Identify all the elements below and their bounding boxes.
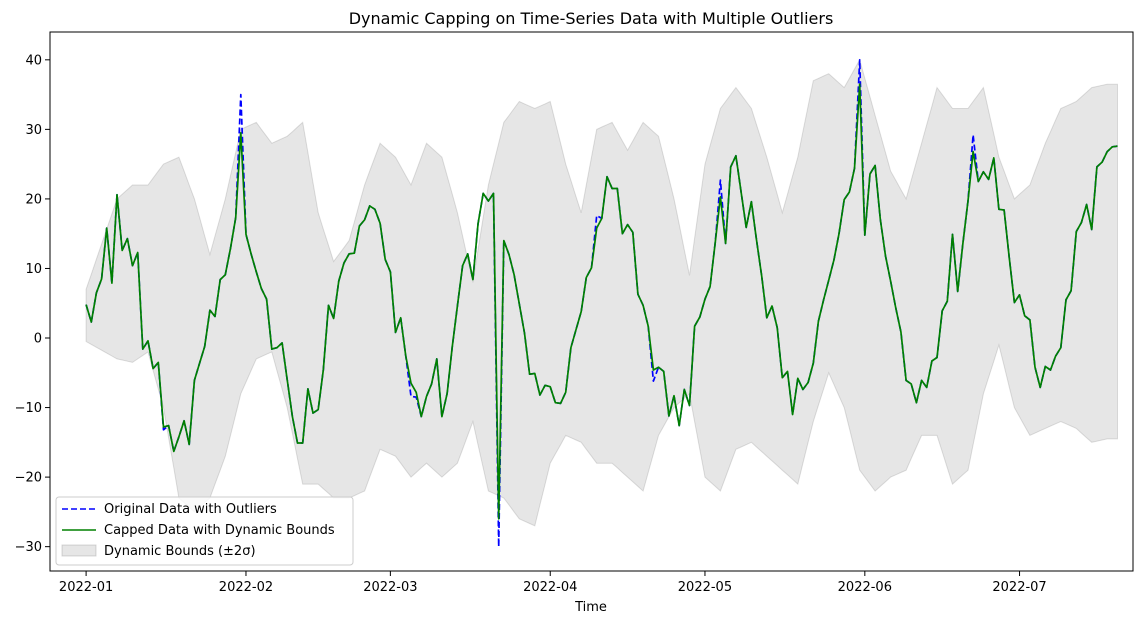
y-tick-label: 40 bbox=[25, 53, 42, 68]
y-tick-label: 10 bbox=[25, 262, 42, 277]
series-layer bbox=[85, 58, 1118, 548]
x-axis-label: Time bbox=[574, 600, 607, 615]
legend-swatch-bounds bbox=[61, 544, 97, 557]
x-tick-label: 2022-06 bbox=[838, 580, 892, 595]
x-tick-label: 2022-07 bbox=[992, 580, 1046, 595]
x-tick-label: 2022-03 bbox=[363, 580, 417, 595]
y-tick-label: 0 bbox=[34, 332, 42, 347]
y-tick-label: −10 bbox=[15, 401, 42, 416]
x-tick-label: 2022-05 bbox=[678, 580, 732, 595]
x-tick-label: 2022-02 bbox=[219, 580, 273, 595]
x-tick-label: 2022-04 bbox=[523, 580, 577, 595]
y-tick-label: 30 bbox=[25, 123, 42, 138]
legend-label-original: Original Data with Outliers bbox=[104, 502, 277, 517]
y-tick-label: 20 bbox=[25, 192, 42, 207]
bounds-layer bbox=[85, 58, 1118, 527]
legend: Original Data with Outliers Capped Data … bbox=[55, 496, 354, 566]
y-axis: −30 −20 −10 0 10 20 30 40 bbox=[15, 53, 50, 555]
series-capped-line bbox=[85, 83, 1118, 520]
y-tick-label: −20 bbox=[15, 471, 42, 486]
bounds-band bbox=[85, 58, 1118, 527]
y-tick-label: −30 bbox=[15, 540, 42, 555]
plot-frame bbox=[49, 31, 1134, 572]
legend-label-capped: Capped Data with Dynamic Bounds bbox=[104, 523, 335, 538]
legend-box bbox=[55, 496, 354, 566]
legend-label-bounds: Dynamic Bounds (±2σ) bbox=[104, 544, 256, 559]
chart-title: Dynamic Capping on Time-Series Data with… bbox=[349, 9, 834, 28]
x-tick-label: 2022-01 bbox=[59, 580, 113, 595]
x-axis: 2022-01 2022-02 2022-03 2022-04 2022-05 2022-… bbox=[59, 571, 1047, 595]
